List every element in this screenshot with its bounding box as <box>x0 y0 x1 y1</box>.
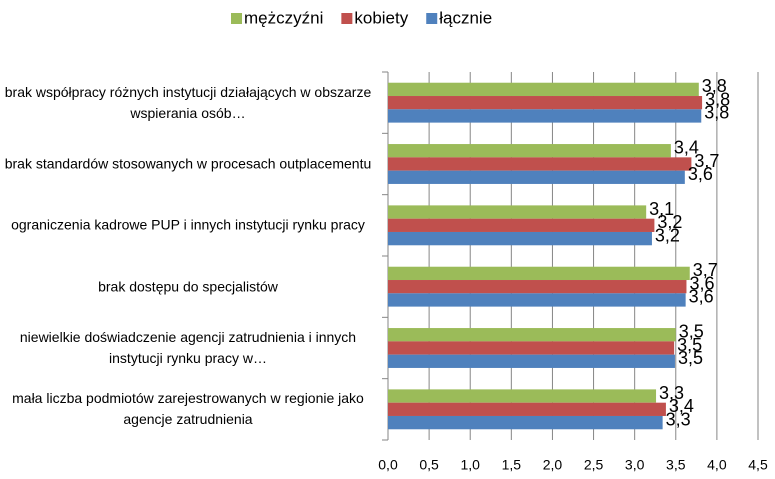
x-tick-label: 1,5 <box>502 457 522 473</box>
legend-label: łącznie <box>439 8 492 27</box>
bar <box>388 402 666 416</box>
bar <box>388 266 690 281</box>
value-label: 3,5 <box>678 348 703 368</box>
bar <box>388 415 663 430</box>
value-label: 3,8 <box>704 103 729 123</box>
x-tick-label: 3,5 <box>666 457 686 473</box>
category-label: mała liczba podmiotów zarejestrowanych w… <box>12 390 364 428</box>
bar <box>388 231 652 246</box>
x-tick-label: 2,0 <box>543 457 563 473</box>
bar <box>388 157 692 171</box>
value-label: 3,6 <box>688 164 713 184</box>
legend-label: mężczyźni <box>244 8 323 27</box>
category-label: ograniczenia kadrowe PUP i innych instyt… <box>11 216 365 233</box>
category-label: niewielkie doświadczenie agencji zatrudn… <box>19 329 357 366</box>
x-tick-label: 0,0 <box>378 457 398 473</box>
x-tick-label: 3,0 <box>625 457 645 473</box>
value-label: 3,4 <box>669 396 694 416</box>
bar <box>388 205 647 219</box>
bar <box>388 389 657 403</box>
value-label: 3,2 <box>655 225 680 245</box>
category-label: brak standardów stosowanych w procesach … <box>4 155 372 172</box>
value-label: 3,8 <box>705 89 730 109</box>
bar <box>388 218 655 232</box>
value-label: 3,1 <box>649 199 674 219</box>
value-label: 3,3 <box>659 383 684 403</box>
bar <box>388 96 703 110</box>
legend-label: kobiety <box>354 8 408 27</box>
x-tick-label: 4,5 <box>748 457 768 473</box>
value-label: 3,3 <box>666 409 691 429</box>
legend-swatch <box>426 13 438 24</box>
value-label: 3,6 <box>689 273 714 293</box>
bar <box>388 328 676 342</box>
value-label: 3,6 <box>689 287 714 307</box>
value-label: 3,7 <box>693 260 718 280</box>
bar <box>388 293 686 307</box>
value-label: 3,5 <box>679 321 704 341</box>
value-label: 3,4 <box>674 137 699 157</box>
legend-swatch <box>341 13 353 24</box>
category-label: brak dostępu do specjalistów <box>98 278 278 295</box>
bar <box>388 170 685 184</box>
legend-swatch <box>231 13 242 24</box>
bar <box>388 82 699 97</box>
x-tick-label: 2,5 <box>584 457 604 473</box>
bar <box>388 144 671 158</box>
category-label: brak współpracy różnych instytucji dział… <box>4 83 372 121</box>
x-tick-label: 0,5 <box>419 457 439 473</box>
bar <box>388 354 675 368</box>
value-label: 3,2 <box>657 212 682 232</box>
value-label: 3,7 <box>694 151 719 171</box>
value-label: 3,5 <box>677 335 702 355</box>
x-tick-label: 1,0 <box>460 457 480 473</box>
value-label: 3,8 <box>702 76 727 96</box>
bar <box>388 280 687 294</box>
x-tick-label: 4,0 <box>707 457 727 473</box>
bar <box>388 341 675 355</box>
bar <box>388 109 702 123</box>
